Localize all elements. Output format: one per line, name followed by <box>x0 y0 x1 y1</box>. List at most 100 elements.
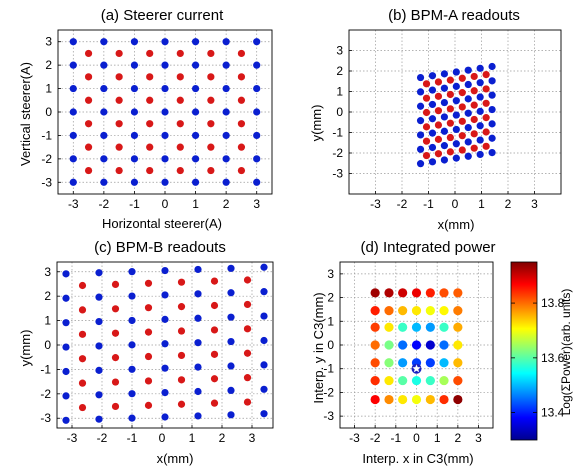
panel-a-point-blue <box>161 84 169 93</box>
panel-c-point-red <box>78 281 87 290</box>
panel-a-point-blue <box>222 61 230 69</box>
panel-a-xtick-label: 1 <box>192 197 199 211</box>
panel-c-point-blue <box>194 290 202 298</box>
panel-a-point-blue <box>161 155 169 163</box>
panel-d-cell <box>439 322 449 332</box>
panel-b-point-blue <box>464 109 472 117</box>
panel-d-cell <box>384 394 394 405</box>
panel-c-point-red <box>210 326 219 334</box>
panel-b-point-blue <box>452 111 460 119</box>
panel-d-cell <box>384 358 394 368</box>
panel-a-point-red <box>146 120 154 128</box>
panel-d-cell <box>398 375 408 386</box>
panel-c-point-blue <box>260 312 268 320</box>
panel-a-xlabel: Horizontal steerer(A) <box>102 216 222 231</box>
panel-a-point-red <box>84 143 93 151</box>
panel-b-xtick-label: -1 <box>423 197 434 211</box>
panel-a-point-blue <box>191 84 200 93</box>
panel-d-cell <box>453 375 463 386</box>
colorbar-tick-label: 13.8 <box>541 296 565 310</box>
panel-b-point-blue <box>476 136 484 144</box>
panel-b-point-red <box>446 90 454 99</box>
panel-a-point-blue <box>100 61 108 69</box>
panel-c-point-blue <box>161 266 169 275</box>
panel-b-point-blue <box>476 64 484 72</box>
panel-b-point-blue <box>488 120 496 128</box>
panel-c-xtick-label: 2 <box>219 431 226 445</box>
panel-b-point-red <box>434 78 443 86</box>
panel-b-point-red <box>458 132 466 140</box>
panel-c-point-blue <box>128 316 136 325</box>
panel-d-ytick-label: 0 <box>327 338 334 352</box>
panel-c-xtick-label: 0 <box>159 431 166 445</box>
panel-b-point-blue <box>428 86 437 94</box>
panel-a-point-red <box>146 166 154 175</box>
panel-b-point-blue <box>440 98 448 107</box>
panel-a-point-red <box>84 49 93 58</box>
panel-c-point-blue <box>227 386 235 395</box>
panel-b-point-red <box>470 101 478 109</box>
panel-a-point-blue <box>222 131 230 140</box>
panel-d-cell <box>439 394 449 405</box>
panel-d-cell <box>398 288 408 298</box>
panel-d-cell <box>439 340 449 350</box>
panel-d-ytick-label: 1 <box>327 314 334 328</box>
panel-b-point-blue <box>464 95 472 103</box>
panel-c-xtick-label: -3 <box>67 431 78 445</box>
panel-c-point-blue <box>62 294 70 302</box>
panel-c-point-blue <box>194 314 202 322</box>
panel-c-point-blue <box>227 337 235 346</box>
panel-c-point-red <box>78 403 87 412</box>
panel-b-point-red <box>482 128 490 136</box>
colorbar-label: Log(ΣPower)(arb. units) <box>559 289 573 416</box>
panel-c-point-blue <box>161 364 169 372</box>
panel-d-cell <box>453 394 463 405</box>
panel-b-point-blue <box>440 84 448 92</box>
panel-b-point-blue <box>428 100 437 109</box>
panel-a-point-blue <box>253 178 261 186</box>
panel-c-ytick-label: -2 <box>40 387 51 401</box>
panel-c-point-blue <box>95 342 103 350</box>
panel-c-point-red <box>177 400 186 408</box>
panel-d-cell <box>411 394 422 405</box>
panel-a-xtick-label: 2 <box>223 197 230 211</box>
panel-c-ylabel: y(mm) <box>18 330 33 367</box>
panel-d-cell <box>425 340 435 350</box>
panel-b-point-red <box>446 105 454 113</box>
panel-b-point-blue <box>416 117 425 125</box>
panel-b-xlabel: x(mm) <box>438 217 475 232</box>
panel-b-xtick-label: -3 <box>370 197 381 211</box>
panel-c-point-blue <box>194 339 202 347</box>
panel-c-point-blue <box>194 387 202 396</box>
panel-b-point-red <box>422 151 431 160</box>
panel-d-cell <box>370 375 380 386</box>
panel-a-title: (a) Steerer current <box>101 7 224 24</box>
panel-c-point-red <box>177 303 186 311</box>
panel-d-cell <box>425 394 435 405</box>
panel-b-point-blue <box>416 102 425 110</box>
panel-b-point-blue <box>452 140 460 148</box>
panel-b-xtick-label: 0 <box>452 197 459 211</box>
panel-c-point-blue <box>62 416 70 424</box>
panel-b-point-blue <box>416 145 425 153</box>
panel-c-point-red <box>111 329 120 337</box>
panel-a-point-blue <box>161 61 169 69</box>
panel-c-point-red <box>243 300 252 309</box>
panel-c-point-red <box>243 349 252 357</box>
panel-d-cell <box>398 306 408 316</box>
panel-c-point-red <box>111 305 120 313</box>
panel-c-point-blue <box>62 367 70 376</box>
panel-a-point-blue <box>130 61 139 69</box>
panel-d-cell <box>370 340 380 350</box>
panel-b-point-blue <box>488 105 496 114</box>
panel-a-point-blue <box>130 84 139 93</box>
panel-c-point-red <box>111 280 120 288</box>
panel-c-point-blue <box>128 292 136 300</box>
panel-c-point-red <box>177 351 186 360</box>
panel-a-point-red <box>176 96 184 104</box>
panel-c-xtick-label: 1 <box>189 431 196 445</box>
panel-a-point-blue <box>69 38 77 46</box>
panel-b-ytick-label: -2 <box>332 146 343 160</box>
panel-a-point-red <box>207 73 215 81</box>
panel-a-point-blue <box>191 155 200 163</box>
